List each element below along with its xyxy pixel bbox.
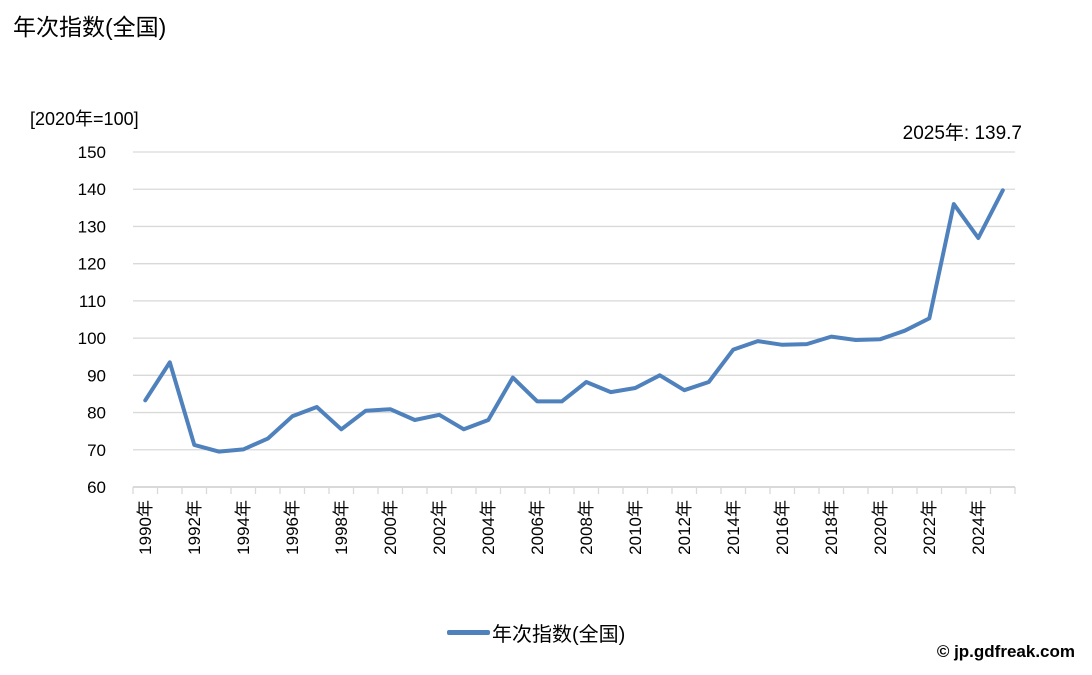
y-tick-label: 100 — [78, 329, 106, 348]
x-tick-label: 2010年 — [626, 500, 645, 555]
x-tick-label: 1990年 — [136, 500, 155, 555]
x-tick-label: 2002年 — [430, 500, 449, 555]
x-tick-label: 2018年 — [822, 500, 841, 555]
x-tick-label: 2000年 — [381, 500, 400, 555]
legend-line-swatch — [447, 630, 490, 635]
y-tick-label: 150 — [78, 143, 106, 162]
y-tick-label: 130 — [78, 217, 106, 236]
x-tick-label: 2020年 — [871, 500, 890, 555]
y-tick-label: 120 — [78, 255, 106, 274]
x-tick-label: 2012年 — [675, 500, 694, 555]
x-tick-label: 1998年 — [332, 500, 351, 555]
y-axis-unit-label: [2020年=100] — [30, 109, 139, 129]
y-tick-label: 140 — [78, 180, 106, 199]
y-tick-label: 80 — [87, 404, 106, 423]
legend: 年次指数(全国) — [447, 618, 625, 647]
watermark: © jp.gdfreak.com — [936, 642, 1075, 661]
x-tick-label: 1996年 — [283, 500, 302, 555]
y-tick-label: 110 — [79, 292, 106, 311]
x-tick-label: 2024年 — [969, 500, 988, 555]
chart-title: 年次指数(全国) — [13, 14, 167, 40]
x-tick-label: 1992年 — [185, 500, 204, 555]
x-tick-label: 2022年 — [920, 500, 939, 555]
x-tick-label: 2014年 — [724, 500, 743, 555]
y-tick-label: 60 — [87, 478, 106, 497]
x-tick-label: 2016年 — [773, 500, 792, 555]
x-tick-label: 2006年 — [528, 500, 547, 555]
x-tick-label: 1994年 — [234, 500, 253, 555]
data-line-series — [143, 188, 1005, 454]
x-tick-label: 2008年 — [577, 500, 596, 555]
y-tick-label: 70 — [87, 441, 106, 460]
y-tick-label: 90 — [87, 366, 106, 385]
latest-value-annotation: 2025年: 139.7 — [902, 123, 1022, 144]
x-tick-label: 2004年 — [479, 500, 498, 555]
legend-label: 年次指数(全国) — [492, 624, 626, 646]
